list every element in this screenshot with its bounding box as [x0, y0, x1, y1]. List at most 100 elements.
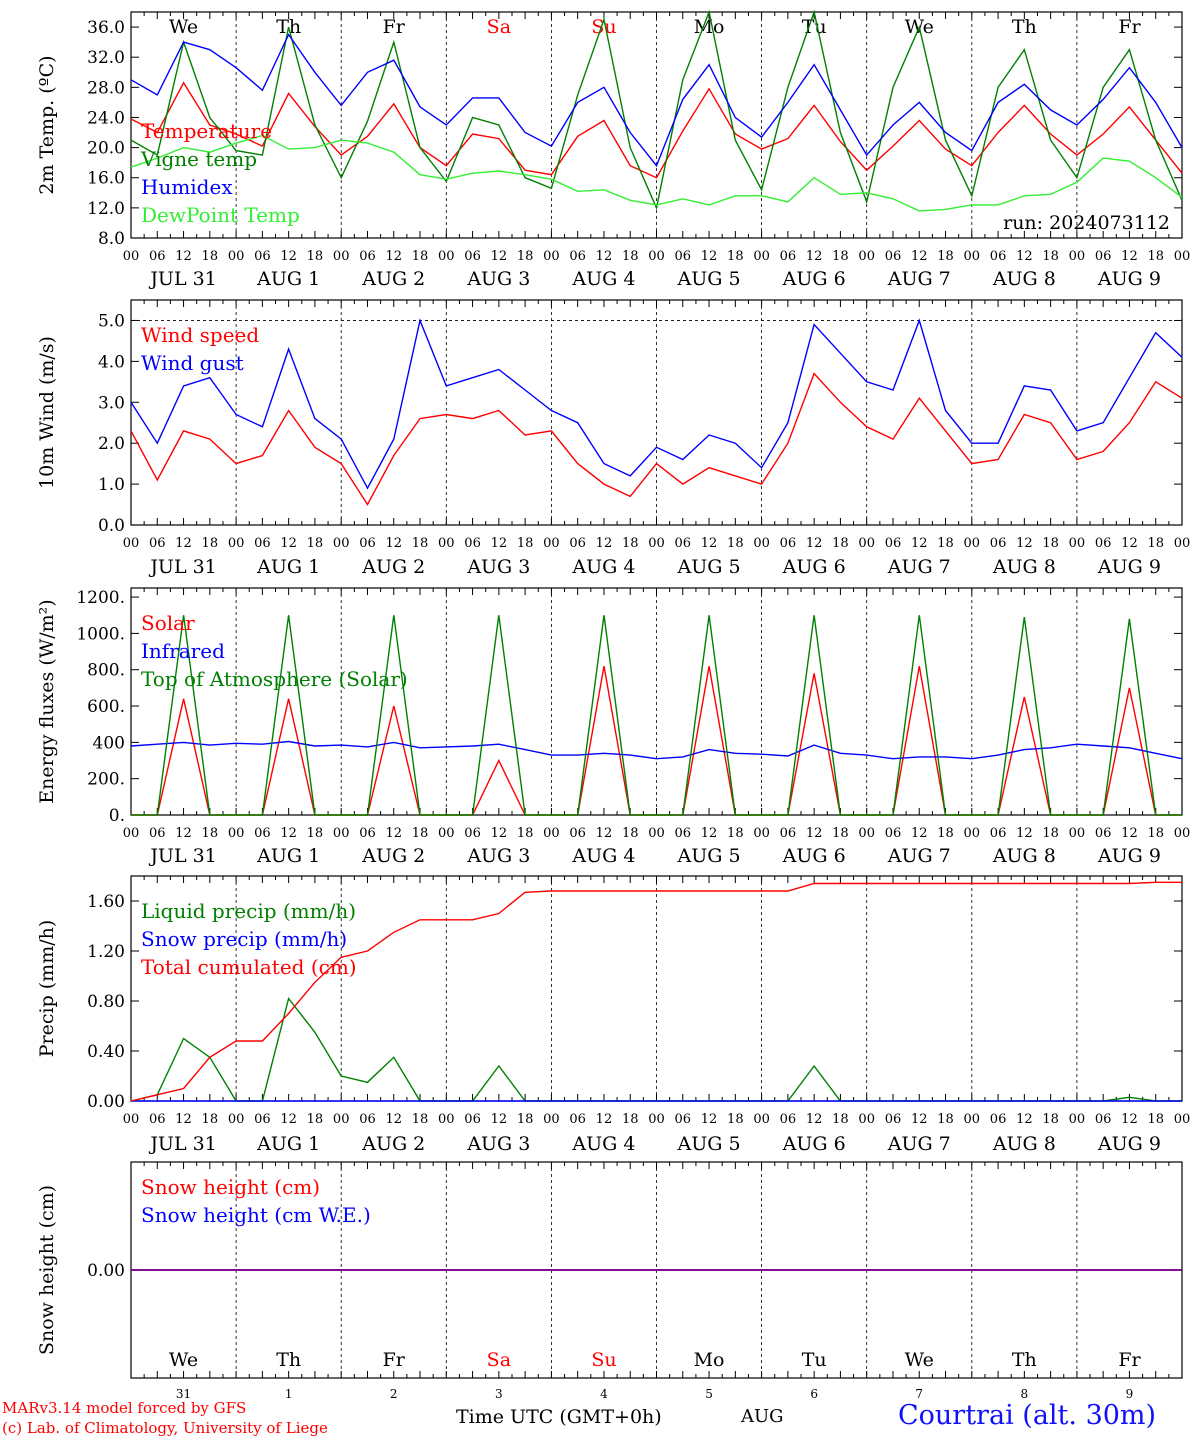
day-label: AUG 1 — [256, 845, 320, 867]
x-axis-label: Time UTC (GMT+0h) — [456, 1406, 662, 1428]
hour-tick-label: 00 — [1174, 249, 1191, 264]
hour-tick-label: 18 — [202, 826, 219, 841]
hour-tick-label: 06 — [254, 826, 271, 841]
hour-tick-label: 18 — [1147, 536, 1164, 551]
hour-tick-label: 18 — [1042, 249, 1059, 264]
day-label: JUL 31 — [148, 268, 216, 290]
hour-tick-label: 18 — [202, 1112, 219, 1127]
hour-tick-label: 18 — [412, 826, 429, 841]
day-label: AUG 7 — [887, 556, 951, 578]
day-number-label: 4 — [600, 1387, 608, 1401]
hour-tick-label: 00 — [858, 536, 875, 551]
weekday-label: Mo — [694, 16, 725, 38]
hour-tick-label: 00 — [228, 826, 245, 841]
legend-entry: Total cumulated (cm) — [141, 955, 357, 979]
hour-tick-label: 00 — [438, 826, 455, 841]
weekday-label: Th — [1012, 16, 1037, 38]
day-label: AUG 7 — [887, 1133, 951, 1155]
series-line — [131, 615, 1182, 816]
series-line — [130, 134, 1183, 212]
hour-tick-label: 18 — [937, 536, 954, 551]
series-line — [130, 318, 1183, 490]
hour-tick-label: 06 — [359, 249, 376, 264]
day-label: AUG 9 — [1097, 556, 1161, 578]
legend-entry: DewPoint Temp — [141, 203, 300, 227]
day-label: AUG 6 — [782, 845, 846, 867]
hour-tick-label: 12 — [175, 249, 192, 264]
y-tick-label: 200. — [87, 770, 125, 790]
day-label: AUG 1 — [256, 268, 320, 290]
hour-tick-label: 12 — [911, 826, 928, 841]
day-label: AUG 8 — [992, 556, 1056, 578]
y-tick-label: 800. — [87, 661, 125, 681]
weekday-label: Th — [276, 1349, 301, 1371]
hour-tick-label: 00 — [123, 536, 140, 551]
y-tick-label: 2.0 — [98, 434, 125, 454]
day-label: AUG 9 — [1097, 1133, 1161, 1155]
day-number-label: 9 — [1126, 1387, 1134, 1401]
hour-tick-label: 12 — [175, 826, 192, 841]
run-annotation: run: 2024073112 — [1003, 212, 1170, 234]
hour-tick-label: 06 — [885, 1112, 902, 1127]
hour-tick-label: 00 — [648, 249, 665, 264]
day-label: AUG 8 — [992, 268, 1056, 290]
hour-tick-label: 06 — [780, 826, 797, 841]
hour-tick-label: 00 — [1069, 1112, 1086, 1127]
day-label: AUG 2 — [361, 1133, 425, 1155]
y-tick-label: 0.00 — [87, 1092, 125, 1112]
hour-tick-label: 18 — [307, 536, 324, 551]
y-tick-label: 16.0 — [87, 169, 125, 189]
day-label: AUG 7 — [887, 268, 951, 290]
lab-credit: (c) Lab. of Climatology, University of L… — [2, 1419, 328, 1437]
hour-tick-label: 00 — [648, 1112, 665, 1127]
day-label: AUG 7 — [887, 845, 951, 867]
hour-tick-label: 12 — [491, 826, 508, 841]
hour-tick-label: 06 — [464, 826, 481, 841]
y-tick-label: 5.0 — [98, 311, 125, 331]
y-tick-label: 8.0 — [98, 229, 125, 249]
hour-tick-label: 12 — [175, 536, 192, 551]
series-line — [130, 33, 1183, 168]
hour-tick-label: 06 — [990, 1112, 1007, 1127]
hour-tick-label: 18 — [622, 826, 639, 841]
hour-tick-label: 12 — [911, 1112, 928, 1127]
hour-tick-label: 06 — [149, 536, 166, 551]
y-axis-label: 10m Wind (m/s) — [36, 336, 58, 489]
hour-tick-label: 18 — [937, 249, 954, 264]
day-label: AUG 6 — [782, 556, 846, 578]
hour-tick-label: 18 — [622, 1112, 639, 1127]
weekday-label: We — [905, 1349, 934, 1371]
legend-entry: Infrared — [141, 639, 225, 663]
y-tick-label: 36.0 — [87, 18, 125, 38]
hour-tick-label: 12 — [701, 249, 718, 264]
hour-tick-label: 00 — [858, 1112, 875, 1127]
hour-tick-label: 00 — [438, 536, 455, 551]
weekday-label: Fr — [383, 16, 406, 38]
hour-tick-label: 12 — [1016, 826, 1033, 841]
hour-tick-label: 06 — [885, 249, 902, 264]
hour-tick-label: 06 — [675, 826, 692, 841]
hour-tick-label: 12 — [911, 249, 928, 264]
hour-tick-label: 06 — [254, 536, 271, 551]
hour-tick-label: 18 — [727, 826, 744, 841]
y-tick-label: 4.0 — [98, 352, 125, 372]
hour-tick-label: 12 — [491, 536, 508, 551]
hour-tick-label: 12 — [1121, 1112, 1138, 1127]
hour-tick-label: 06 — [149, 249, 166, 264]
hour-tick-label: 12 — [1121, 826, 1138, 841]
hour-tick-label: 06 — [569, 249, 586, 264]
day-label: AUG 5 — [677, 845, 741, 867]
hour-tick-label: 12 — [701, 536, 718, 551]
hour-tick-label: 12 — [280, 1112, 297, 1127]
legend-entry: Top of Atmosphere (Solar) — [141, 667, 408, 691]
weekday-label: We — [169, 1349, 198, 1371]
day-number-label: 2 — [390, 1387, 398, 1401]
hour-tick-label: 00 — [123, 249, 140, 264]
weekday-label: Fr — [383, 1349, 406, 1371]
day-label: AUG 6 — [782, 268, 846, 290]
y-tick-label: 1000. — [76, 624, 125, 644]
day-number-label: 8 — [1021, 1387, 1029, 1401]
hour-tick-label: 12 — [385, 536, 402, 551]
legend-entry: Vigne temp — [140, 147, 257, 171]
plot-frame — [130, 299, 1183, 526]
